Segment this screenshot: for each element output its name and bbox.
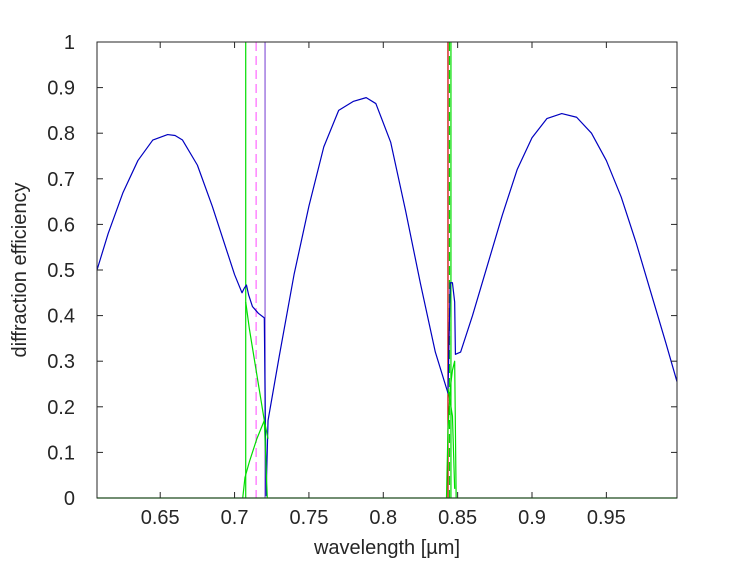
- y-tick-label: 0.3: [47, 351, 75, 373]
- y-tick-label: 1: [64, 32, 75, 54]
- axes-box: [96, 41, 678, 499]
- series-line-1: [242, 419, 268, 499]
- ticks: 0.65 0.7 0.75 0.8 0.85 0.9 0.95 0 0.1 0.2 0.3 0.4 0.…: [47, 32, 677, 529]
- y-axis-label: diffraction efficiency: [9, 183, 31, 358]
- x-tick-label: 0.75: [289, 507, 328, 529]
- series-line-0: [96, 97, 678, 497]
- x-tick-label: 0.7: [221, 507, 249, 529]
- y-tick-label: 0.9: [47, 78, 75, 100]
- y-tick-label: 0: [64, 488, 75, 510]
- x-tick-label: 0.65: [141, 507, 180, 529]
- series-line-2: [245, 301, 269, 439]
- y-tick-label: 0.8: [47, 123, 75, 145]
- x-tick-label: 0.8: [369, 507, 397, 529]
- series-line-3: [445, 360, 457, 499]
- y-tick-label: 0.7: [47, 169, 75, 191]
- x-tick-label: 0.9: [518, 507, 546, 529]
- y-tick-label: 0.1: [47, 442, 75, 464]
- x-axis-label: wavelength [µm]: [313, 537, 460, 559]
- y-tick-label: 0.2: [47, 397, 75, 419]
- x-tick-label: 0.95: [587, 507, 626, 529]
- x-tick-label: 0.85: [438, 507, 477, 529]
- series-line-4: [447, 388, 456, 489]
- plot-area: [96, 42, 678, 499]
- y-tick-label: 0.4: [47, 306, 75, 328]
- y-tick-label: 0.5: [47, 260, 75, 282]
- y-tick-label: 0.6: [47, 214, 75, 236]
